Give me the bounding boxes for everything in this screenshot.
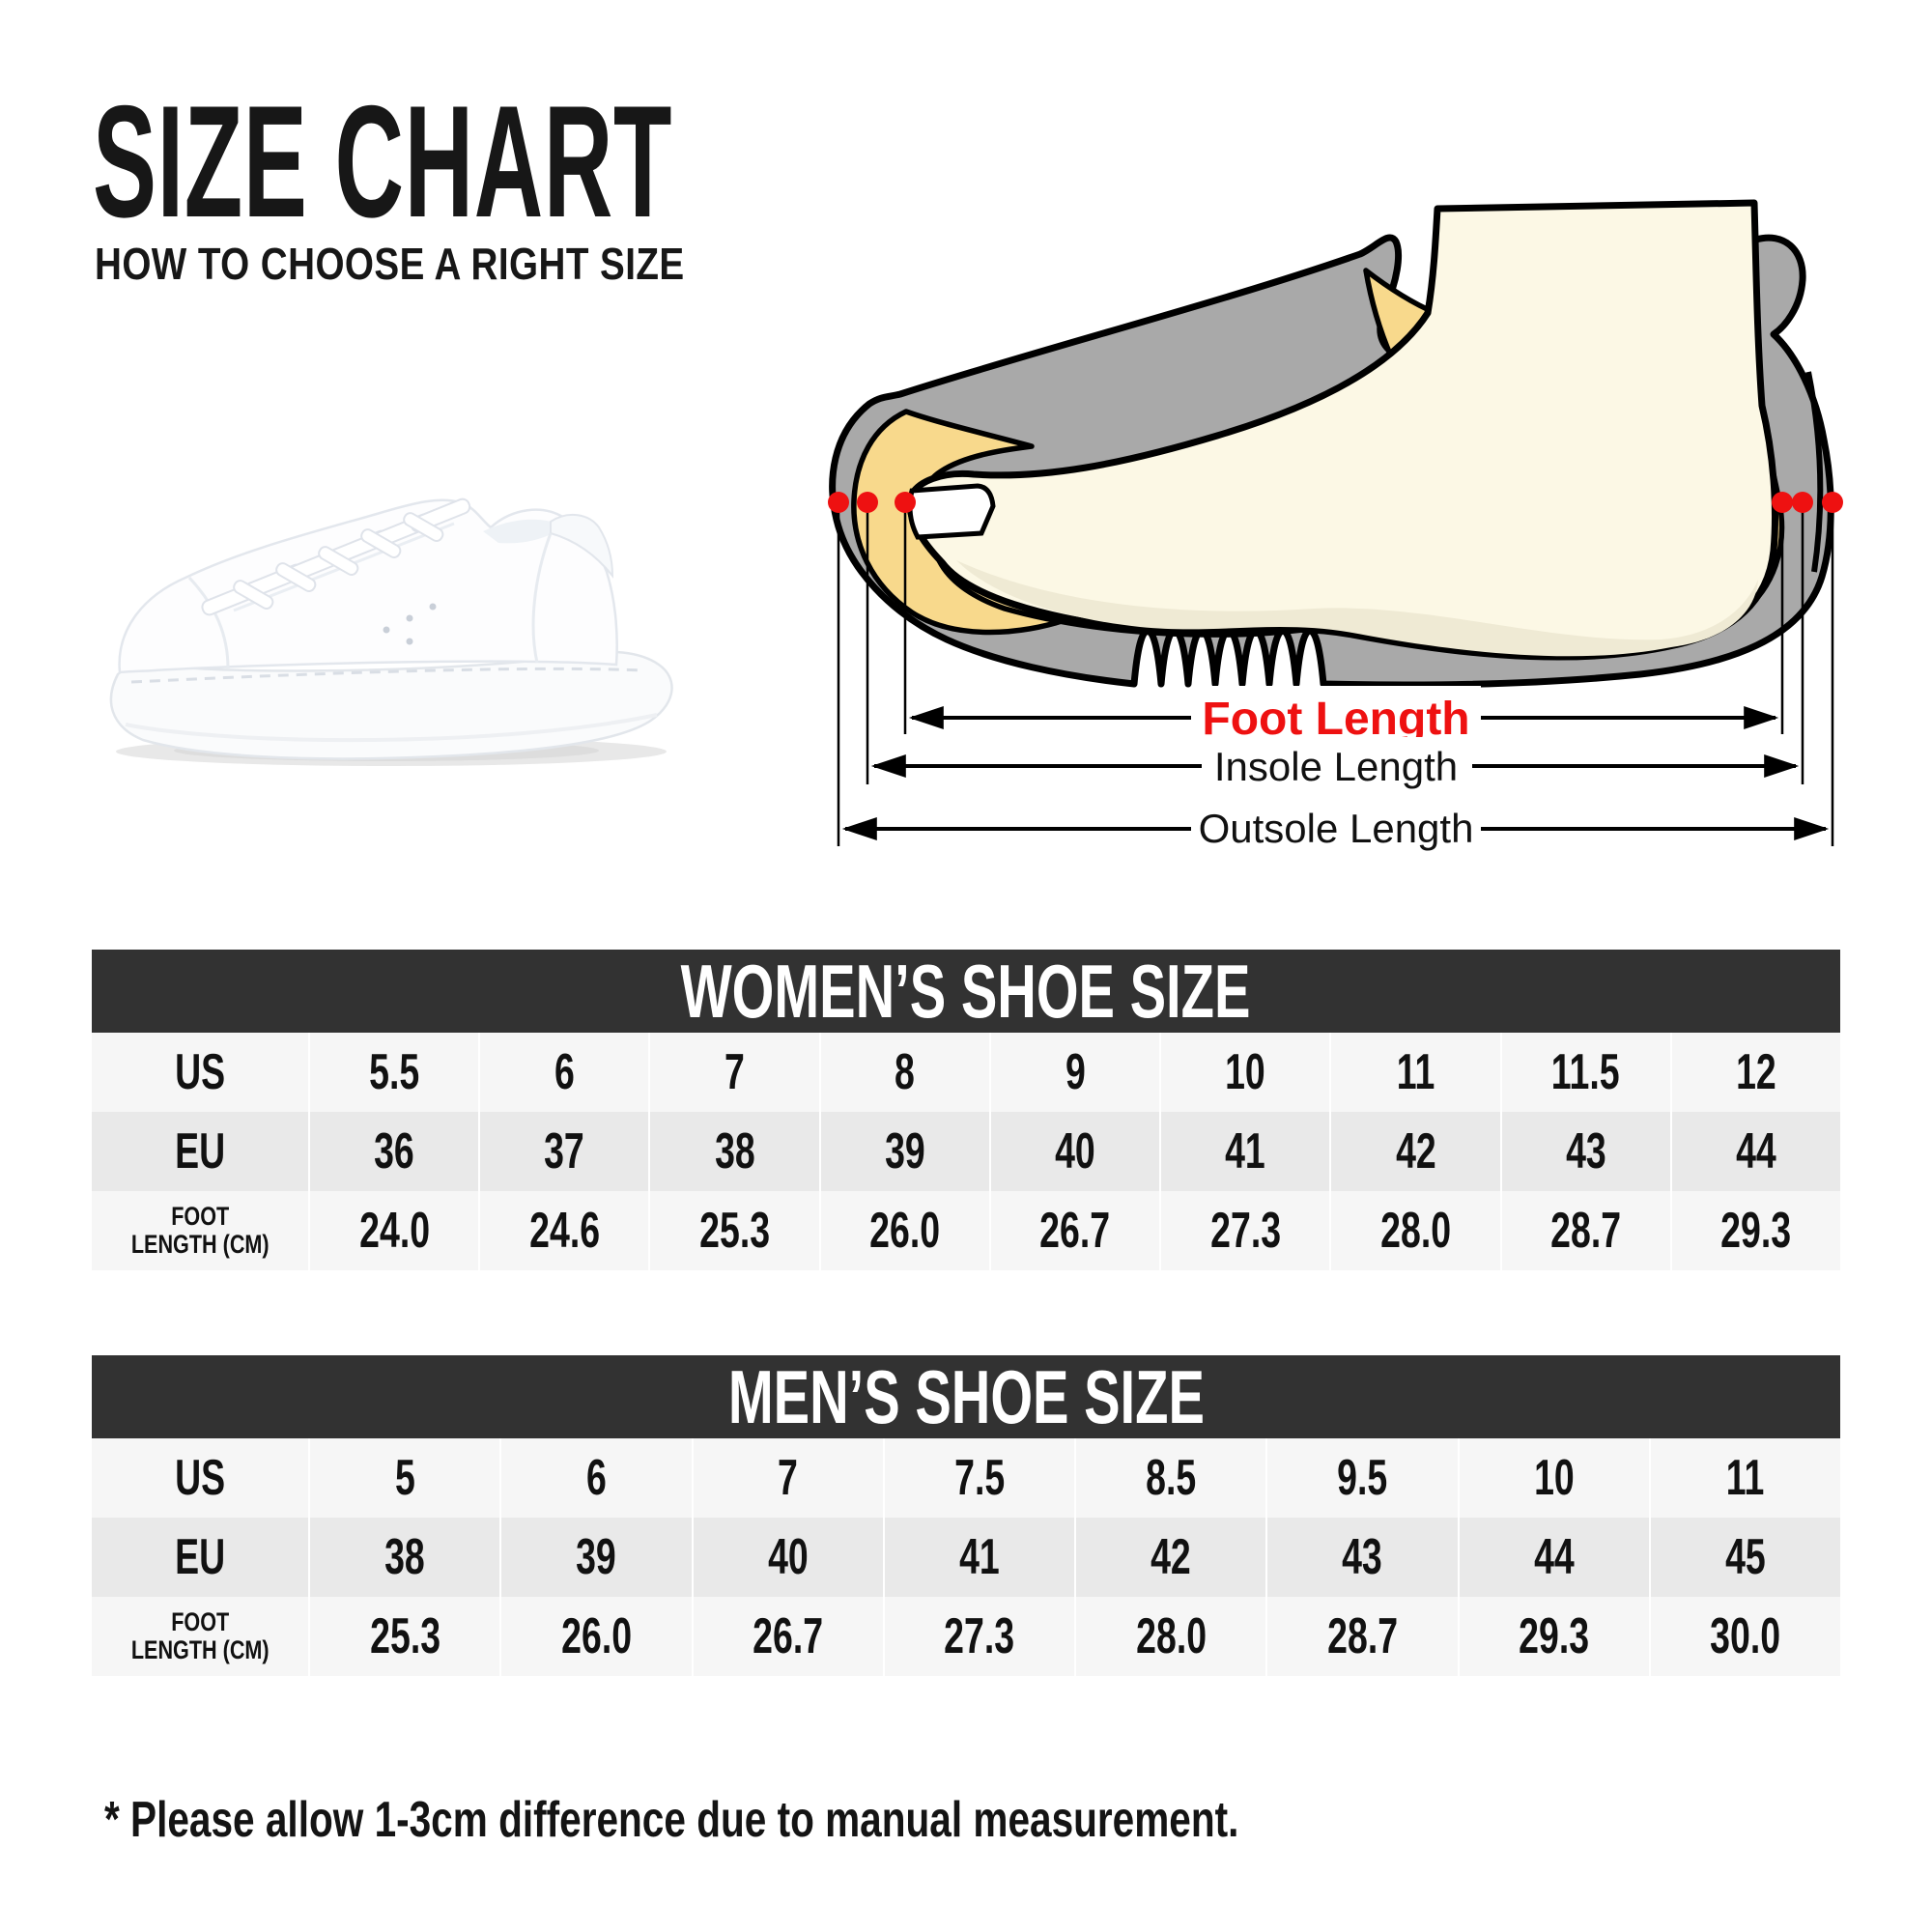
table-row: EU 38 39 40 41 42 43 44 45 xyxy=(92,1518,1840,1597)
mens-size-table: MEN’S SHOE SIZE US 5 6 7 7.5 8.5 9.5 10 11 EU 38 39… xyxy=(92,1355,1840,1676)
size-value: 40 xyxy=(691,1518,883,1597)
insole-length-label: Insole Length xyxy=(1214,744,1458,789)
size-value: 36 xyxy=(308,1112,478,1191)
size-value: 39 xyxy=(499,1518,691,1597)
size-value: 10 xyxy=(1159,1033,1329,1112)
womens-table-body: US 5.5 6 7 8 9 10 11 11.5 12 EU 36 37 38 39 40 41 42 43 44 F… xyxy=(92,1033,1840,1270)
size-value: 26.0 xyxy=(818,1191,989,1270)
size-value: 24.0 xyxy=(308,1191,478,1270)
row-label: EU xyxy=(174,1123,226,1179)
size-value: 45 xyxy=(1648,1518,1840,1597)
sneaker-image xyxy=(109,497,673,766)
size-value: 8 xyxy=(818,1033,989,1112)
size-value: 42 xyxy=(1074,1518,1265,1597)
toenail xyxy=(907,483,996,540)
guide-lines xyxy=(837,512,1834,846)
mens-table-title: MEN’S SHOE SIZE xyxy=(727,1354,1205,1439)
size-value: 30.0 xyxy=(1648,1597,1840,1676)
size-value: 29.3 xyxy=(1457,1597,1649,1676)
measure-dots xyxy=(828,492,1843,513)
row-label: US xyxy=(174,1044,226,1100)
size-value: 38 xyxy=(648,1112,818,1191)
size-value: 25.3 xyxy=(648,1191,818,1270)
size-value: 28.0 xyxy=(1074,1597,1265,1676)
sneaker-heel-tab xyxy=(550,513,614,579)
size-value: 29.3 xyxy=(1669,1191,1840,1270)
size-value: 42 xyxy=(1329,1112,1499,1191)
size-value: 44 xyxy=(1457,1518,1649,1597)
size-value: 6 xyxy=(478,1033,648,1112)
sneaker-perforations xyxy=(383,603,437,645)
sneaker-upper xyxy=(118,498,618,674)
size-value: 10 xyxy=(1457,1438,1649,1518)
size-value: 43 xyxy=(1265,1518,1457,1597)
size-value: 39 xyxy=(818,1112,989,1191)
size-value: 38 xyxy=(308,1518,499,1597)
row-label: EU xyxy=(174,1529,226,1585)
size-value: 7 xyxy=(648,1033,818,1112)
table-row: US 5.5 6 7 8 9 10 11 11.5 12 xyxy=(92,1033,1840,1112)
row-label: FOOT LENGTH (CM) xyxy=(130,1607,270,1664)
size-value: 12 xyxy=(1669,1033,1840,1112)
sneaker-laces xyxy=(201,497,471,616)
outsole-length-label: Outsole Length xyxy=(1199,806,1474,851)
size-value: 25.3 xyxy=(308,1597,499,1676)
size-value: 11 xyxy=(1648,1438,1840,1518)
size-value: 43 xyxy=(1499,1112,1670,1191)
size-value: 9 xyxy=(988,1033,1159,1112)
page-title: SIZE CHART xyxy=(93,72,672,250)
size-value: 37 xyxy=(478,1112,648,1191)
size-value: 27.3 xyxy=(1159,1191,1329,1270)
size-value: 28.7 xyxy=(1265,1597,1457,1676)
womens-table-header: WOMEN’S SHOE SIZE xyxy=(92,950,1840,1033)
womens-size-table: WOMEN’S SHOE SIZE US 5.5 6 7 8 9 10 11 11.5 12 EU 3… xyxy=(92,950,1840,1270)
table-row: FOOT LENGTH (CM) 25.3 26.0 26.7 27.3 28.0 28.7 2… xyxy=(92,1597,1840,1676)
size-value: 26.0 xyxy=(499,1597,691,1676)
size-value: 40 xyxy=(988,1112,1159,1191)
size-value: 24.6 xyxy=(478,1191,648,1270)
size-value: 26.7 xyxy=(988,1191,1159,1270)
mens-table-header: MEN’S SHOE SIZE xyxy=(92,1355,1840,1438)
size-value: 6 xyxy=(499,1438,691,1518)
size-value: 11.5 xyxy=(1499,1033,1670,1112)
table-row: EU 36 37 38 39 40 41 42 43 44 xyxy=(92,1112,1840,1191)
size-value: 5.5 xyxy=(308,1033,478,1112)
size-value: 41 xyxy=(882,1518,1074,1597)
measurement-note: * Please allow 1-3cm difference due to m… xyxy=(104,1792,1239,1848)
size-value: 11 xyxy=(1329,1033,1499,1112)
size-value: 26.7 xyxy=(691,1597,883,1676)
mens-table-body: US 5 6 7 7.5 8.5 9.5 10 11 EU 38 39 40 41 42 43 44 45 FOOT… xyxy=(92,1438,1840,1676)
foot-shade xyxy=(956,560,1758,657)
size-value: 7 xyxy=(691,1438,883,1518)
size-value: 27.3 xyxy=(882,1597,1074,1676)
size-value: 7.5 xyxy=(882,1438,1074,1518)
size-value: 41 xyxy=(1159,1112,1329,1191)
womens-table-title: WOMEN’S SHOE SIZE xyxy=(681,949,1251,1034)
foot-outline xyxy=(906,199,1778,661)
size-value: 28.0 xyxy=(1329,1191,1499,1270)
table-row: FOOT LENGTH (CM) 24.0 24.6 25.3 26.0 26.7 27.3 2… xyxy=(92,1191,1840,1270)
size-value: 8.5 xyxy=(1074,1438,1265,1518)
row-label: FOOT LENGTH (CM) xyxy=(130,1202,270,1259)
page-subtitle: HOW TO CHOOSE A RIGHT SIZE xyxy=(95,239,685,289)
foot-measure-diagram: Foot Length Insole Length Outsole Length xyxy=(828,199,1843,856)
table-row: US 5 6 7 7.5 8.5 9.5 10 11 xyxy=(92,1438,1840,1518)
size-value: 28.7 xyxy=(1499,1191,1670,1270)
size-value: 44 xyxy=(1669,1112,1840,1191)
foot-length-label: Foot Length xyxy=(1202,694,1469,745)
row-label: US xyxy=(174,1450,226,1506)
size-value: 9.5 xyxy=(1265,1438,1457,1518)
size-value: 5 xyxy=(308,1438,499,1518)
